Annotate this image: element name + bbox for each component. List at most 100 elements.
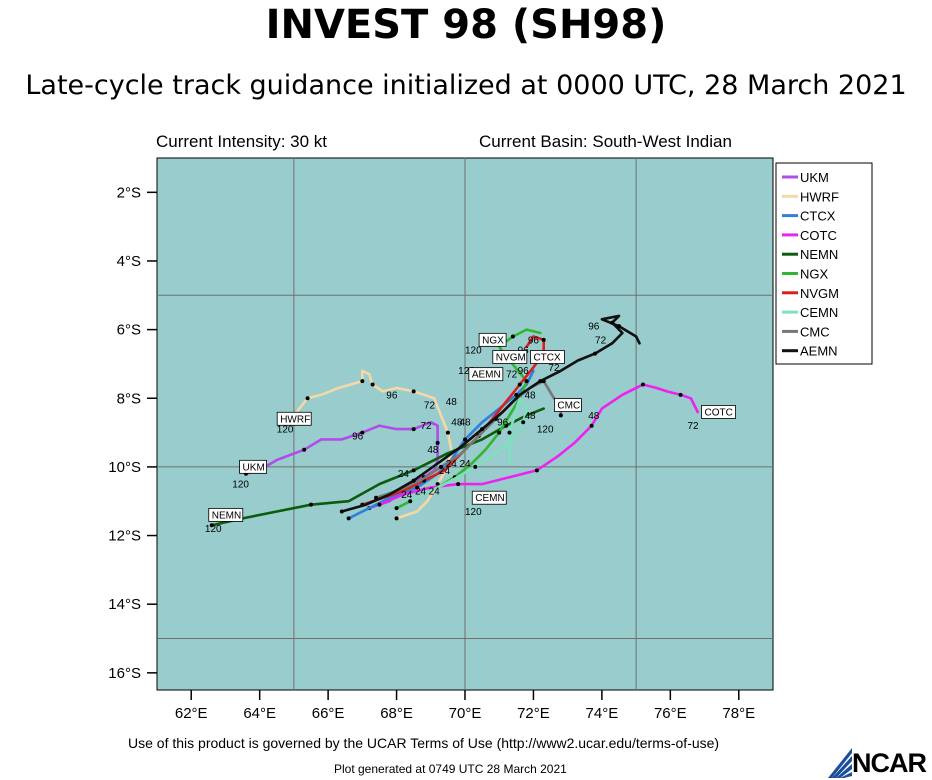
model-tag-box (701, 405, 736, 419)
x-tick-label: 70°E (449, 705, 482, 722)
track-point (305, 396, 310, 401)
track-point (617, 324, 621, 329)
track-point (541, 337, 546, 342)
forecast-hour-label: 72 (687, 421, 699, 432)
forecast-hour-label: 96 (386, 390, 398, 401)
track-aemn (340, 314, 641, 513)
track-point (408, 499, 413, 504)
track-cemn (408, 397, 528, 503)
forecast-hour-label: 120 (205, 524, 222, 535)
model-tag-hwrf: HWRF (276, 411, 312, 426)
forecast-hour-label: 24 (401, 490, 413, 501)
track-hwrf (282, 369, 453, 520)
track-point (507, 430, 512, 435)
model-tag-ctcx: CTCX (530, 350, 565, 364)
model-tag-text: CEMN (475, 493, 504, 504)
forecast-hour-label: 96 (528, 335, 540, 346)
model-tag-nemn: NEMN (208, 507, 244, 522)
track-point (610, 320, 615, 325)
y-tick-label: 12°S (108, 528, 141, 545)
forecast-hour-label: 24 (459, 459, 471, 470)
current-intensity: Current Intensity: 30 kt (156, 132, 328, 151)
x-tick-label: 74°E (586, 705, 619, 722)
track-point (589, 423, 594, 428)
track-point (309, 502, 313, 507)
track-point (473, 464, 478, 469)
track-point (640, 382, 645, 387)
forecast-hour-label: 72 (548, 363, 560, 374)
track-point (524, 379, 529, 384)
track-point (497, 430, 502, 435)
track-point (339, 509, 344, 514)
model-tag-nvgm: NVGM (492, 350, 528, 364)
track-point (411, 468, 416, 473)
ncar-logo-text: NCAR (852, 748, 927, 778)
model-tag-text: NEMN (212, 510, 241, 521)
track-point (510, 334, 515, 339)
forecast-hour-label: 120 (232, 479, 249, 490)
track-point (360, 379, 365, 384)
track-point (445, 430, 450, 435)
x-tick-label: 78°E (722, 705, 755, 722)
model-tag-cmc: CMC (554, 398, 582, 412)
track-cotc (378, 383, 699, 506)
forecast-hour-label: 48 (446, 397, 458, 408)
forecast-hour-label: 48 (524, 390, 536, 401)
track-point (456, 482, 461, 487)
track-point (411, 427, 416, 432)
track-point (480, 427, 485, 432)
model-tag-box (276, 411, 312, 426)
model-tag-cotc: COTC (701, 405, 736, 419)
track-point (558, 413, 563, 418)
x-tick-label: 68°E (380, 705, 413, 722)
y-tick-label: 14°S (108, 596, 141, 613)
track-point (394, 506, 399, 511)
forecast-hour-label: 72 (506, 370, 518, 381)
y-tick-label: 2°S (117, 184, 141, 201)
track-point (377, 502, 382, 507)
forecast-hour-label: 120 (465, 507, 482, 518)
legend-label-nemn: NEMN (800, 247, 838, 262)
forecast-hour-label: 72 (424, 401, 436, 412)
forecast-hour-label: 72 (595, 335, 607, 346)
track-chart: 1209672481209672487248721201201201201209… (108, 157, 873, 722)
forecast-hour-label: 48 (459, 418, 471, 429)
model-tag-text: CMC (557, 401, 580, 412)
track-point (521, 420, 526, 425)
legend-label-hwrf: HWRF (800, 189, 839, 204)
forecast-hour-label: 24 (415, 486, 427, 497)
legend-label-aemn: AEMN (800, 344, 838, 359)
terms-of-use: Use of this product is governed by the U… (128, 735, 720, 751)
legend-label-ctcx: CTCX (800, 209, 836, 224)
track-point (394, 516, 399, 521)
track-point (411, 389, 416, 394)
forecast-hour-label: 96 (352, 431, 364, 442)
track-point (593, 351, 598, 356)
forecast-hour-label: 48 (427, 445, 439, 456)
model-tag-text: AEMN (472, 370, 501, 381)
x-tick-label: 62°E (175, 705, 208, 722)
track-point (439, 464, 444, 469)
forecast-hour-label: 120 (465, 346, 482, 357)
model-tag-text: COTC (705, 407, 733, 418)
track-point (534, 468, 539, 473)
legend-label-nvgm: NVGM (800, 286, 839, 301)
y-tick-label: 10°S (108, 459, 141, 476)
track-point (678, 392, 683, 397)
forecast-hour-label: 96 (588, 322, 600, 333)
forecast-hour-label: 48 (588, 411, 600, 422)
forecast-hour-label: 96 (518, 366, 530, 377)
model-tag-text: UKM (243, 462, 265, 473)
model-tag-box (239, 459, 267, 474)
forecast-hour-label: 120 (458, 366, 475, 377)
forecast-hour-label: 120 (537, 425, 554, 436)
forecast-hour-label: 24 (398, 469, 410, 480)
model-tag-box (478, 332, 507, 347)
x-tick-label: 66°E (312, 705, 345, 722)
track-point (370, 382, 375, 387)
page-subtitle: Late-cycle track guidance initialized at… (25, 70, 907, 101)
generated-time: Plot generated at 0749 UTC 28 March 2021 (334, 762, 567, 776)
model-tag-box (468, 367, 504, 382)
track-point (360, 430, 365, 435)
y-tick-label: 6°S (117, 322, 141, 339)
